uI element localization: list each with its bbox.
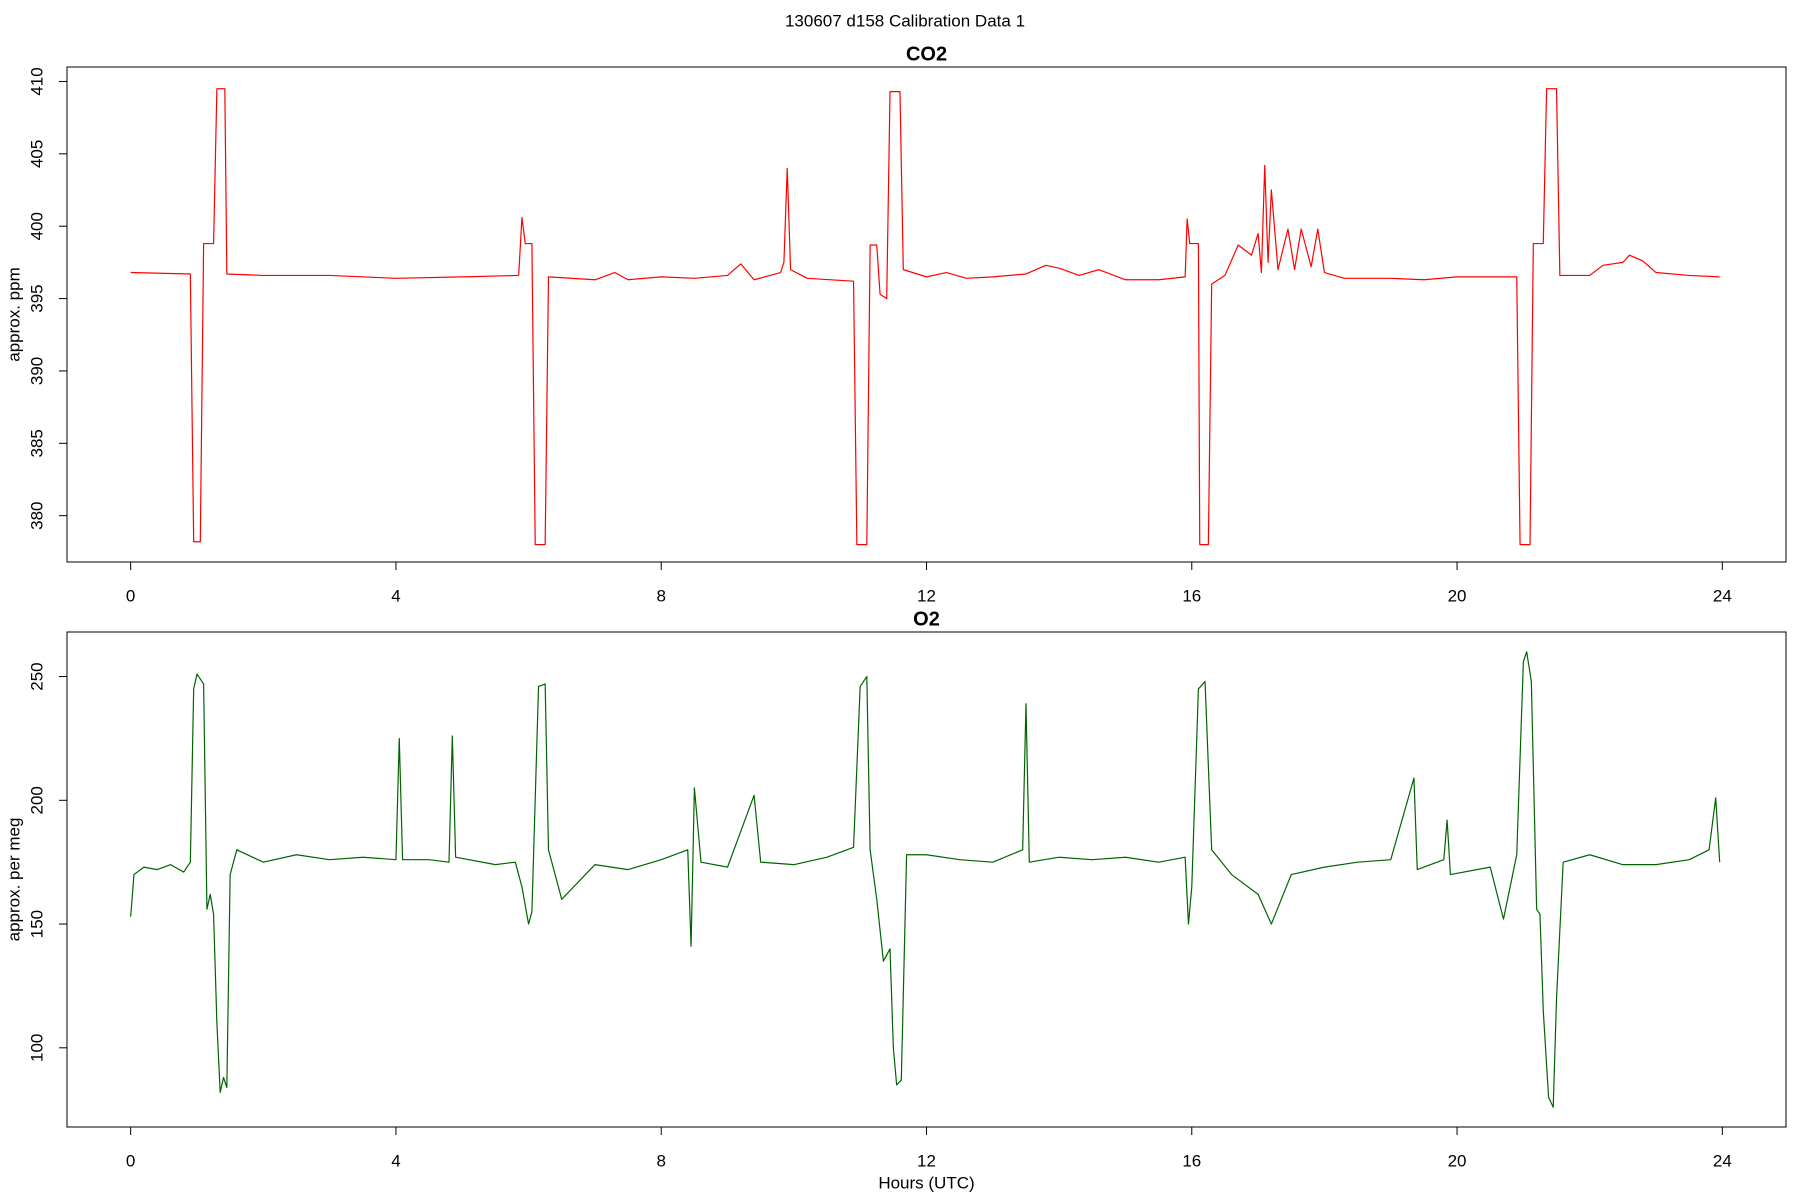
x-tick-label: 8 xyxy=(656,586,665,605)
panel-title: O2 xyxy=(913,608,940,630)
x-tick-label: 12 xyxy=(917,586,936,605)
x-tick-label: 8 xyxy=(656,1151,665,1170)
y-tick-label: 390 xyxy=(27,357,46,385)
panel-title: CO2 xyxy=(906,43,947,65)
y-axis-label: approx. per meg xyxy=(4,818,23,942)
y-tick-label: 100 xyxy=(27,1034,46,1062)
x-tick-label: 20 xyxy=(1448,586,1467,605)
data-line xyxy=(130,651,1721,1108)
x-axis-label: Hours (UTC) xyxy=(878,1173,974,1192)
x-tick-label: 0 xyxy=(126,1151,135,1170)
x-tick-label: 4 xyxy=(391,1151,400,1170)
figure-title: 130607 d158 Calibration Data 1 xyxy=(785,11,1025,30)
x-tick-label: 0 xyxy=(126,586,135,605)
y-tick-label: 405 xyxy=(27,140,46,168)
x-tick-label: 16 xyxy=(1182,1151,1201,1170)
y-tick-label: 150 xyxy=(27,910,46,938)
x-tick-label: 16 xyxy=(1182,586,1201,605)
x-tick-label: 20 xyxy=(1448,1151,1467,1170)
x-tick-label: 4 xyxy=(391,586,400,605)
y-tick-label: 380 xyxy=(27,501,46,529)
y-tick-label: 385 xyxy=(27,429,46,457)
y-axis-label: approx. ppm xyxy=(4,267,23,362)
y-tick-label: 200 xyxy=(27,786,46,814)
plot-box xyxy=(66,631,1787,1128)
y-tick-label: 250 xyxy=(27,662,46,690)
plot-box xyxy=(66,66,1787,563)
x-tick-label: 24 xyxy=(1713,586,1732,605)
y-tick-label: 400 xyxy=(27,212,46,240)
data-line xyxy=(130,88,1720,546)
x-tick-label: 24 xyxy=(1713,1151,1732,1170)
x-tick-label: 12 xyxy=(917,1151,936,1170)
y-tick-label: 410 xyxy=(27,67,46,95)
y-tick-label: 395 xyxy=(27,284,46,312)
